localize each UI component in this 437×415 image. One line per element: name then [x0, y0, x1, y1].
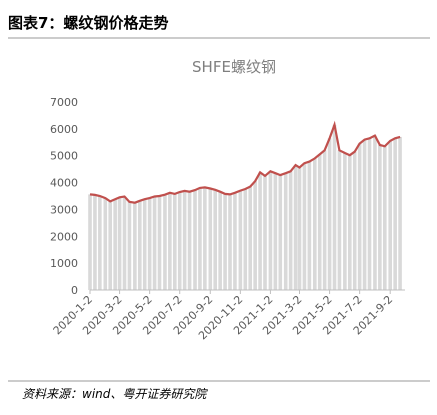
- bar: [297, 167, 302, 290]
- bar: [283, 173, 288, 290]
- bar: [98, 196, 102, 290]
- bar: [93, 194, 97, 290]
- bar: [198, 187, 202, 290]
- bar: [357, 143, 362, 290]
- bar: [382, 146, 387, 290]
- bar: [362, 139, 367, 290]
- bar: [388, 140, 393, 290]
- bar: [322, 150, 327, 290]
- bar: [337, 150, 342, 290]
- bar: [367, 138, 372, 290]
- bar: [278, 175, 283, 290]
- bar: [213, 189, 218, 290]
- y-tick-label: 3000: [50, 203, 78, 216]
- bar: [137, 200, 142, 290]
- bar: [238, 190, 243, 290]
- y-tick-label: 0: [71, 284, 78, 297]
- bar: [398, 136, 402, 290]
- bar: [332, 124, 337, 290]
- bar: [352, 151, 357, 290]
- bar: [258, 172, 262, 290]
- bar: [243, 189, 248, 290]
- bar: [168, 192, 172, 290]
- y-tick-label: 2000: [50, 230, 78, 243]
- bar: [302, 163, 307, 290]
- bar: [218, 191, 222, 290]
- bar: [122, 196, 127, 290]
- bar: [113, 199, 117, 290]
- bar: [172, 193, 177, 290]
- bar: [393, 138, 397, 290]
- bar: [373, 135, 377, 290]
- bar: [288, 171, 293, 290]
- bar: [347, 155, 352, 290]
- bar: [133, 202, 137, 290]
- bar: [127, 201, 132, 290]
- bar: [253, 181, 257, 290]
- bar: [103, 198, 108, 290]
- y-tick-label: 6000: [50, 123, 78, 136]
- y-tick-label: 5000: [50, 150, 78, 163]
- source-note: 资料来源：wind、粤开证券研究院: [22, 387, 208, 401]
- chart-title: SHFE螺纹钢: [192, 58, 276, 76]
- bar: [378, 144, 382, 290]
- bar: [117, 197, 122, 290]
- bar: [152, 196, 157, 290]
- bar: [223, 193, 227, 290]
- bar: [203, 187, 207, 290]
- bar: [307, 161, 312, 290]
- bar: [327, 138, 332, 290]
- bar: [268, 171, 273, 290]
- bar: [108, 201, 113, 290]
- bar: [157, 196, 162, 290]
- price-line: [89, 120, 401, 204]
- bar: [163, 194, 167, 290]
- bar: [233, 192, 237, 290]
- bar: [147, 198, 152, 290]
- bar: [193, 190, 197, 290]
- y-tick-label: 7000: [50, 96, 78, 109]
- bar: [187, 191, 192, 290]
- bar: [263, 175, 267, 290]
- bar: [208, 188, 213, 290]
- bar: [312, 158, 317, 290]
- bar: [182, 190, 187, 290]
- bar: [142, 199, 147, 290]
- y-tick-label: 1000: [50, 257, 78, 270]
- bar: [248, 186, 253, 290]
- header-title: 图表7：螺纹钢价格走势: [8, 14, 168, 32]
- bar: [228, 194, 232, 290]
- bar: [273, 173, 278, 290]
- bar: [88, 194, 92, 290]
- y-tick-label: 4000: [50, 177, 78, 190]
- bar: [317, 154, 322, 290]
- bar: [343, 153, 347, 290]
- bar: [293, 165, 298, 290]
- bar: [177, 191, 182, 290]
